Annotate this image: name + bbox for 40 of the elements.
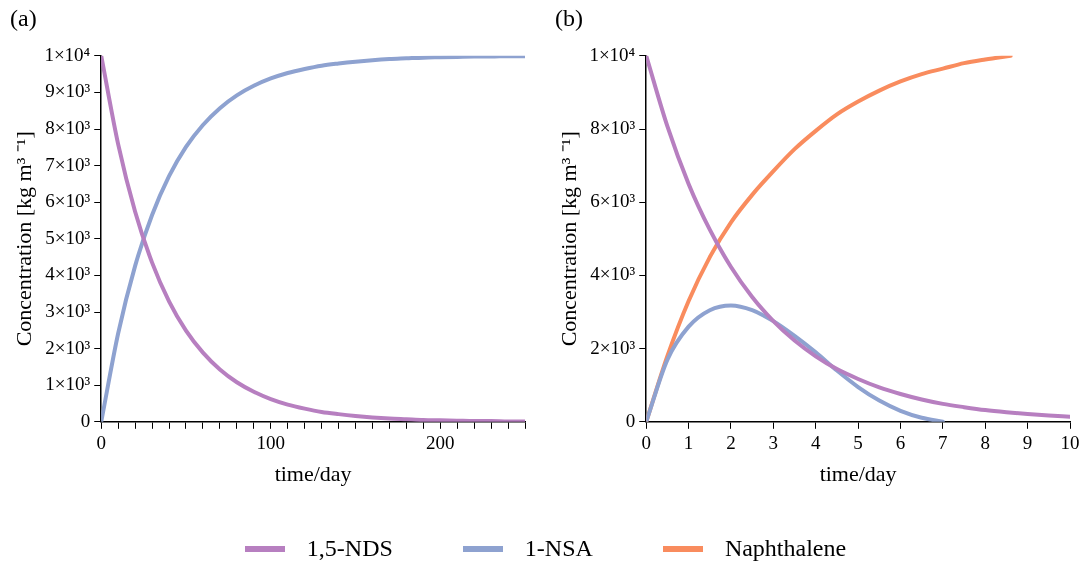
x-axis-title: time/day bbox=[819, 460, 897, 486]
y-tick-label: 6×10³ bbox=[45, 190, 91, 212]
x-tick-label: 100 bbox=[256, 432, 285, 454]
legend-label: 1-NSA bbox=[524, 535, 593, 562]
x-tick-label: 1 bbox=[683, 432, 694, 454]
y-tick-label: 9×10³ bbox=[45, 80, 91, 102]
y-tick-label: 4×10³ bbox=[45, 263, 91, 285]
y-tick-label: 1×10³ bbox=[45, 373, 91, 395]
y-tick-label: 1×10⁴ bbox=[44, 43, 91, 65]
y-tick-label: 6×10³ bbox=[590, 190, 636, 212]
y-tick-label: 2×10³ bbox=[45, 336, 91, 358]
x-tick-label: 2 bbox=[726, 432, 736, 454]
legend-label: 1,5-NDS bbox=[306, 535, 393, 562]
x-tick-label: 4 bbox=[810, 432, 821, 454]
x-tick-label: 3 bbox=[768, 432, 779, 454]
x-tick-label: 5 bbox=[853, 432, 863, 454]
x-tick-label: 200 bbox=[426, 432, 455, 454]
y-tick-label: 5×10³ bbox=[45, 226, 91, 248]
x-tick-label: 8 bbox=[980, 432, 990, 454]
y-tick-label: 0 bbox=[625, 409, 636, 431]
chart-title: (b) bbox=[555, 4, 583, 31]
y-tick-label: 7×10³ bbox=[45, 153, 91, 175]
y-tick-label: 8×10³ bbox=[45, 116, 91, 138]
y-tick-label: 0 bbox=[80, 409, 91, 431]
y-tick-label: 3×10³ bbox=[45, 299, 91, 321]
x-tick-label: 9 bbox=[1022, 432, 1033, 454]
y-tick-label: 2×10³ bbox=[590, 336, 636, 358]
x-tick-label: 0 bbox=[641, 432, 651, 454]
x-axis-title: time/day bbox=[274, 460, 352, 486]
x-tick-label: 10 bbox=[1060, 432, 1080, 454]
legend-label: Naphthalene bbox=[724, 535, 847, 562]
y-tick-label: 1×10⁴ bbox=[589, 43, 636, 65]
y-tick-label: 8×10³ bbox=[590, 116, 636, 138]
y-axis-title: Concentration [kg m³ ⁻¹] bbox=[555, 131, 581, 347]
x-tick-label: 6 bbox=[895, 432, 906, 454]
x-tick-label: 7 bbox=[938, 432, 948, 454]
chart-title: (a) bbox=[10, 4, 37, 31]
y-tick-label: 4×10³ bbox=[590, 263, 636, 285]
y-axis-title: Concentration [kg m³ ⁻¹] bbox=[10, 131, 36, 347]
x-tick-label: 0 bbox=[96, 432, 106, 454]
